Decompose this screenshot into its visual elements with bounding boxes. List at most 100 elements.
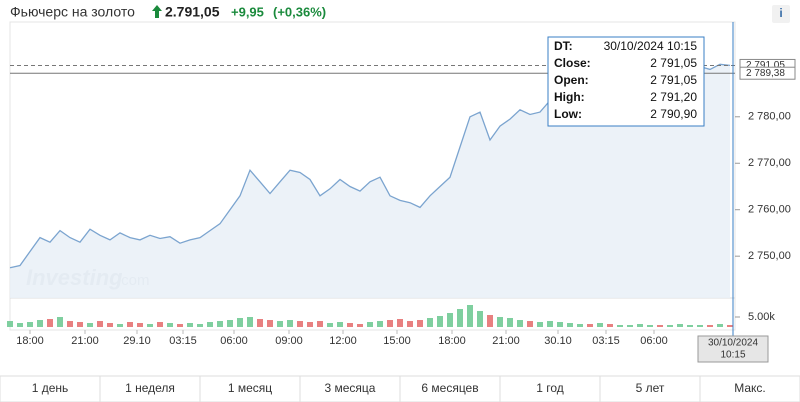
x-tick-label: 29.10 bbox=[123, 335, 151, 347]
volume-bar bbox=[57, 317, 63, 327]
info-icon[interactable]: i bbox=[779, 6, 782, 20]
volume-bar bbox=[327, 323, 333, 327]
volume-bar bbox=[227, 320, 233, 327]
volume-bar bbox=[237, 318, 243, 327]
x-tick-label: 18:00 bbox=[438, 335, 466, 347]
x-tick-label: 15:00 bbox=[383, 335, 411, 347]
x-tick-label: 03:15 bbox=[592, 335, 620, 347]
volume-bar bbox=[727, 325, 733, 327]
volume-bar bbox=[417, 320, 423, 327]
volume-bar bbox=[477, 311, 483, 327]
price-level-box bbox=[739, 66, 796, 80]
volume-bar bbox=[637, 324, 643, 327]
x-tick-label: 06:00 bbox=[640, 335, 668, 347]
volume-bar bbox=[577, 324, 583, 327]
price-level-label: 2 791,05 bbox=[746, 60, 785, 71]
volume-bar bbox=[77, 322, 83, 327]
volume-bar bbox=[627, 325, 633, 327]
volume-bar bbox=[687, 325, 693, 327]
tab[interactable]: 5 лет bbox=[636, 381, 665, 395]
volume-bar bbox=[17, 323, 23, 327]
volume-bar bbox=[357, 324, 363, 327]
volume-bar bbox=[457, 309, 463, 327]
tab[interactable]: 6 месяцев bbox=[421, 381, 478, 395]
volume-bar bbox=[427, 318, 433, 327]
info-button[interactable] bbox=[772, 5, 790, 23]
change-pct: (+0,36%) bbox=[273, 4, 326, 19]
volume-bar bbox=[467, 305, 473, 327]
volume-bar bbox=[517, 320, 523, 327]
volume-bar bbox=[37, 320, 43, 327]
tab[interactable]: 1 месяц bbox=[228, 381, 272, 395]
x-tick-label: 06:00 bbox=[220, 335, 248, 347]
tab[interactable]: 1 день bbox=[32, 381, 69, 395]
plot-frame bbox=[9, 21, 736, 331]
tooltip-label: Close: bbox=[554, 56, 591, 70]
volume-bar bbox=[147, 324, 153, 327]
volume-bar bbox=[567, 323, 573, 327]
volume-bar bbox=[597, 323, 603, 327]
y-tick-label: 2 770,00 bbox=[748, 157, 791, 169]
tooltip-label: Low: bbox=[554, 107, 582, 121]
volume-bar bbox=[197, 324, 203, 327]
price: 2.791,05 bbox=[165, 4, 220, 20]
tooltip-label: Open: bbox=[554, 73, 589, 87]
tooltip-value: 2 791,20 bbox=[650, 90, 697, 104]
volume-bar bbox=[177, 324, 183, 327]
volume-tick-label: 5.00k bbox=[748, 311, 775, 323]
volume-bar bbox=[247, 317, 253, 327]
volume-bar bbox=[337, 322, 343, 327]
price-level-label: 2 789,38 bbox=[746, 68, 785, 79]
volume-bar bbox=[667, 325, 673, 327]
volume-bar bbox=[707, 325, 713, 327]
volume-bar bbox=[107, 323, 113, 327]
x-tick-label: 21:00 bbox=[492, 335, 520, 347]
volume-bar bbox=[527, 321, 533, 327]
tooltip-value: 30/10/2024 10:15 bbox=[604, 39, 698, 53]
volume-bar bbox=[407, 321, 413, 327]
volume-bar bbox=[7, 321, 13, 327]
volume-bar bbox=[367, 322, 373, 327]
volume-bar bbox=[437, 316, 443, 327]
x-tick-label: 09:00 bbox=[275, 335, 303, 347]
volume-bar bbox=[347, 323, 353, 327]
volume-bar bbox=[137, 323, 143, 327]
y-tick-label: 2 780,00 bbox=[748, 111, 791, 123]
crosshair-time: 10:15 bbox=[720, 350, 745, 361]
x-tick-label: 12:00 bbox=[329, 335, 357, 347]
volume-bar bbox=[677, 324, 683, 327]
x-tick-label: 18:00 bbox=[16, 335, 44, 347]
up-arrow bbox=[152, 5, 162, 18]
volume-bar bbox=[397, 319, 403, 327]
volume-bar bbox=[537, 322, 543, 327]
volume-bar bbox=[97, 321, 103, 327]
change: +9,95 bbox=[231, 4, 264, 19]
volume-bar bbox=[207, 322, 213, 327]
volume-bar bbox=[307, 322, 313, 327]
volume-bar bbox=[607, 324, 613, 327]
volume-bar bbox=[187, 323, 193, 327]
y-tick-label: 2 760,00 bbox=[748, 204, 791, 216]
volume-bar bbox=[277, 321, 283, 327]
x-tick-label: 03:15 bbox=[169, 335, 197, 347]
volume-bar bbox=[717, 324, 723, 327]
volume-bar bbox=[547, 321, 553, 327]
tab[interactable]: 3 месяца bbox=[325, 381, 376, 395]
volume-bar bbox=[387, 320, 393, 327]
instrument-name: Фьючерс на золото bbox=[10, 4, 135, 20]
tab[interactable]: 1 неделя bbox=[125, 381, 175, 395]
volume-bar bbox=[267, 320, 273, 327]
volume-bar bbox=[487, 315, 493, 327]
tooltip-box bbox=[547, 36, 705, 127]
volume-bar bbox=[617, 325, 623, 327]
volume-bar bbox=[317, 321, 323, 327]
volume-bar bbox=[557, 322, 563, 327]
tab[interactable]: Макс. bbox=[734, 381, 766, 395]
volume-bar bbox=[47, 319, 53, 327]
volume-bar bbox=[67, 321, 73, 327]
volume-bar bbox=[287, 320, 293, 327]
volume-bar bbox=[497, 317, 503, 327]
tab[interactable]: 1 год bbox=[536, 381, 564, 395]
